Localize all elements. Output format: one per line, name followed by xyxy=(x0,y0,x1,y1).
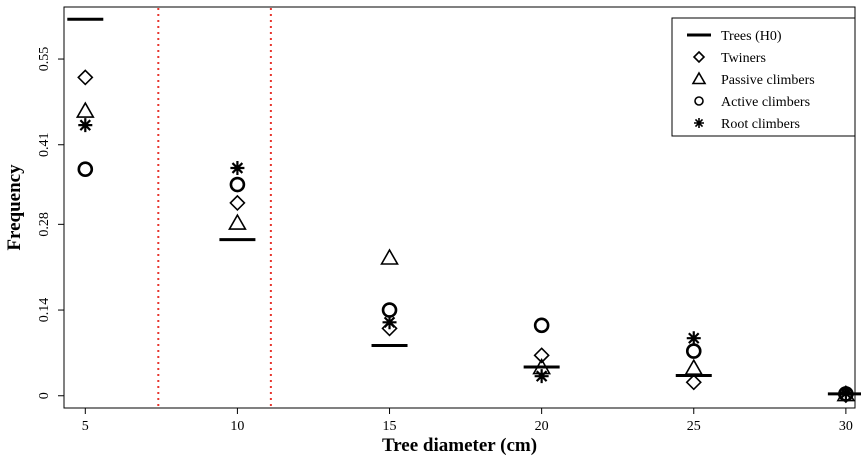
y-tick-label: 0.41 xyxy=(37,132,52,157)
point-active-climbers-5 xyxy=(77,161,94,178)
point-root-climbers-5 xyxy=(78,118,93,133)
legend-label: Passive climbers xyxy=(721,73,815,88)
legend-box xyxy=(671,17,856,137)
x-axis-title: Tree diameter (cm) xyxy=(382,435,537,456)
y-tick-label: 0.14 xyxy=(37,298,52,323)
series-active-climbers xyxy=(77,161,854,402)
point-active-climbers-20 xyxy=(533,317,550,334)
x-tick-label: 10 xyxy=(230,419,244,434)
plot-border xyxy=(63,6,856,409)
legend-label: Root climbers xyxy=(721,117,800,132)
plot-frame xyxy=(63,6,856,409)
series-root-climbers xyxy=(78,118,853,401)
series-passive-climbers xyxy=(75,101,856,402)
legend: Trees (H0) Twiners Passive climbers Active … xyxy=(671,17,856,137)
point-root-climbers-10 xyxy=(230,161,245,176)
point-twiners-5 xyxy=(77,69,94,86)
legend-marker-twiners xyxy=(692,50,706,64)
point-root-climbers-25 xyxy=(686,331,701,346)
x-tick-label: 15 xyxy=(383,419,397,434)
x-axis: 5 10 15 20 25 30 xyxy=(82,408,853,434)
point-root-climbers-30 xyxy=(838,386,853,401)
point-root-climbers-15 xyxy=(382,315,397,330)
point-twiners-20 xyxy=(533,347,550,364)
y-tick-label: 0.28 xyxy=(37,212,52,237)
data-markers xyxy=(67,17,861,404)
x-tick-label: 5 xyxy=(82,419,89,434)
legend-marker-active-climbers xyxy=(694,96,704,106)
legend-label: Twiners xyxy=(721,51,766,66)
point-passive-climbers-25 xyxy=(684,358,704,376)
point-passive-climbers-10 xyxy=(228,213,247,230)
y-tick-label: 0.55 xyxy=(37,47,52,71)
x-tick-label: 25 xyxy=(687,419,701,434)
reference-lines xyxy=(157,8,272,407)
x-tick-label: 30 xyxy=(839,419,853,434)
point-active-climbers-25 xyxy=(685,343,702,359)
point-passive-climbers-5 xyxy=(75,101,95,118)
point-root-climbers-20 xyxy=(534,369,549,384)
point-twiners-10 xyxy=(229,194,246,212)
point-active-climbers-15 xyxy=(381,302,398,318)
legend-label: Trees (H0) xyxy=(721,29,782,44)
y-axis: 0 0.14 0.28 0.41 0.55 xyxy=(37,47,64,399)
legend-marker-root-climbers xyxy=(694,118,704,128)
legend-label: Active climbers xyxy=(721,95,810,110)
y-tick-label: 0 xyxy=(37,392,52,399)
x-tick-label: 20 xyxy=(535,419,549,434)
y-axis-title: Frequency xyxy=(4,164,25,251)
point-active-climbers-10 xyxy=(229,176,246,193)
point-twiners-25 xyxy=(685,374,702,391)
point-passive-climbers-15 xyxy=(380,248,399,265)
legend-marker-passive-climbers xyxy=(691,71,707,85)
